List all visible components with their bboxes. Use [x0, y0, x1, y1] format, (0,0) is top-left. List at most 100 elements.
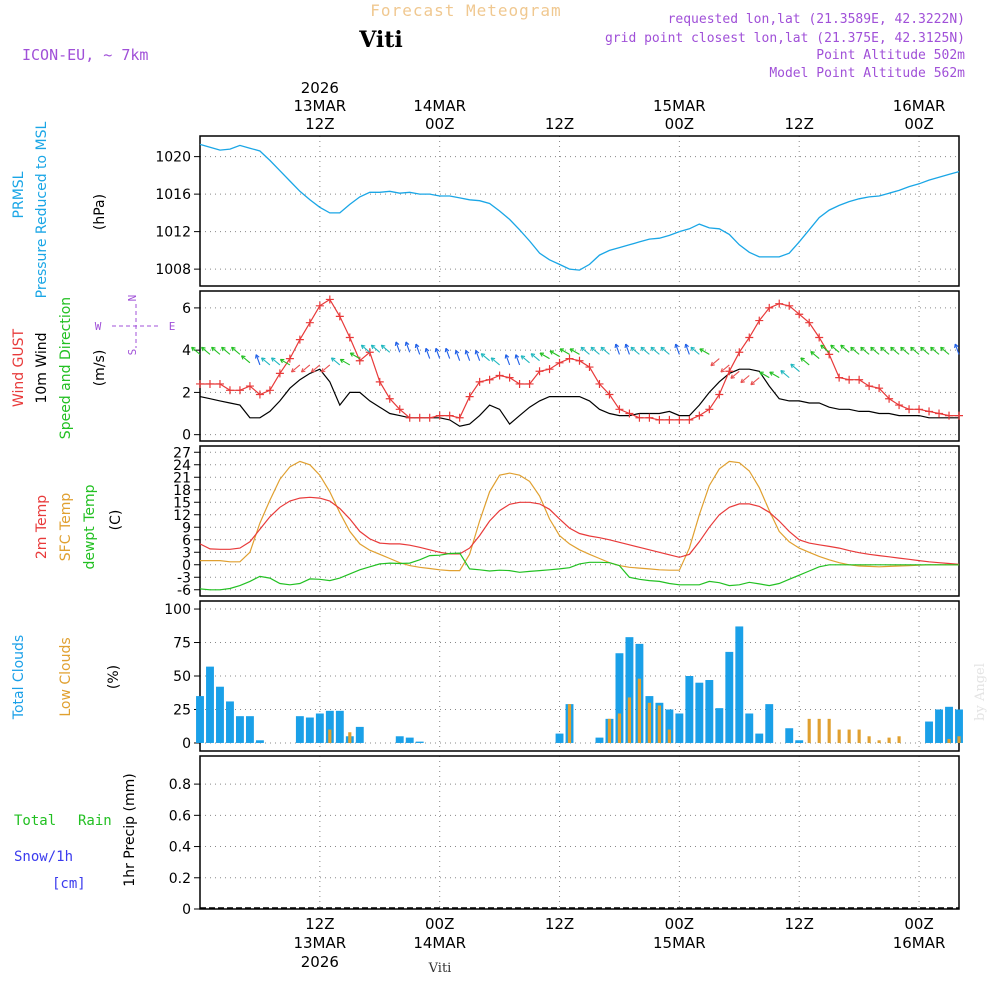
arrow-shaft: [255, 354, 261, 366]
arrow-shaft: [615, 343, 620, 355]
time-label-bottom: 14MAR: [413, 934, 466, 952]
time-label-top: 12Z: [785, 115, 814, 133]
arrow-head: [930, 346, 935, 352]
arrow-shaft: [261, 357, 271, 366]
compass-n: N: [126, 295, 139, 302]
wind-direction-arrow: [290, 364, 301, 373]
arrow-head: [191, 346, 196, 352]
low-cloud-bar: [947, 738, 951, 743]
gust-marker: [475, 377, 484, 386]
arrow-shaft: [954, 343, 960, 355]
total-cloud-bar: [715, 708, 724, 743]
wind-direction-arrow: [464, 349, 471, 361]
y-tick-label: 0: [182, 558, 191, 574]
total-cloud-bar: [315, 713, 324, 743]
gust-marker: [545, 365, 554, 374]
arrow-shaft: [900, 346, 910, 355]
arrow-head: [255, 354, 260, 359]
wind-direction-arrow: [830, 344, 840, 353]
gust-marker: [205, 379, 214, 388]
arrow-shaft: [191, 346, 201, 355]
credit-watermark: by Angel: [973, 663, 988, 721]
rain-label-rain: Rain: [78, 813, 112, 829]
low-cloud-bar: [627, 697, 632, 743]
arrow-head: [380, 344, 386, 350]
wind-direction-arrow: [690, 346, 700, 355]
arrow-head: [434, 347, 440, 353]
wind-direction-arrow: [279, 358, 291, 366]
wind-compass: N S W E: [95, 295, 176, 356]
total-cloud-bar: [595, 737, 604, 743]
arrow-head: [910, 346, 915, 352]
gust-marker: [935, 409, 944, 418]
arrow-head: [231, 346, 236, 352]
arrow-head: [349, 352, 355, 357]
arrow-head: [640, 346, 646, 352]
arrow-head: [710, 361, 715, 367]
arrow-shaft: [720, 364, 730, 373]
arrow-shaft: [425, 348, 431, 359]
arrow-shaft: [625, 343, 630, 355]
arrow-head: [480, 353, 486, 358]
arrow-head: [830, 344, 835, 350]
wind-direction-arrow: [330, 357, 341, 366]
gust-marker: [405, 413, 414, 422]
arrow-shaft: [311, 364, 321, 373]
arrow-head: [580, 346, 586, 352]
gust-marker: [465, 392, 474, 401]
wind-direction-arrow: [569, 348, 580, 355]
model-altitude: Model Point Altitude 562m: [769, 66, 965, 81]
arrow-head: [221, 346, 226, 352]
arrow-shaft: [321, 364, 331, 373]
total-cloud-bar: [335, 710, 344, 743]
arrow-head: [559, 348, 564, 353]
total-cloud-bar: [675, 713, 684, 743]
y-tick-label: 0: [182, 902, 191, 918]
wind-direction-arrow: [614, 343, 620, 355]
low-cloud-bar: [957, 736, 961, 743]
wind-direction-arrow: [444, 347, 451, 359]
arrow-shaft: [221, 346, 231, 355]
arrow-head: [394, 341, 400, 346]
low-cloud-bar: [817, 718, 821, 743]
low-cloud-bar: [667, 729, 671, 743]
gust-marker: [695, 411, 704, 420]
gust-marker: [625, 409, 634, 418]
time-label-bottom: 12Z: [545, 915, 574, 933]
wind-direction-arrow: [191, 346, 201, 355]
arrow-shaft: [590, 346, 600, 355]
time-label-top: 12Z: [305, 115, 334, 133]
gust-marker: [785, 301, 794, 310]
arrow-shaft: [870, 346, 880, 355]
y-tick-label: -3: [177, 570, 191, 586]
total-cloud-bar: [236, 716, 244, 743]
wind-direction-arrow: [630, 346, 640, 355]
gust-marker: [635, 413, 644, 422]
low-cloud-bar: [328, 729, 332, 743]
wind-direction-arrow: [549, 350, 560, 357]
wind-direction-arrow: [580, 346, 590, 355]
wind-direction-arrow: [870, 346, 880, 355]
wind-direction-arrow: [750, 377, 760, 386]
wind-direction-arrow: [221, 346, 231, 355]
arrow-head: [539, 352, 545, 357]
total-cloud-bar: [305, 717, 314, 743]
total-cloud-bar: [615, 653, 624, 743]
gust-marker: [335, 312, 344, 321]
gust-marker: [885, 394, 894, 403]
wind-direction-arrow: [720, 364, 730, 373]
y-tick-label: 0.6: [169, 808, 191, 824]
arrow-shaft: [231, 346, 241, 355]
total-cloud-bar: [325, 710, 334, 743]
arrow-shaft: [650, 346, 660, 355]
arrow-shaft: [549, 350, 560, 357]
arrow-head: [750, 380, 755, 386]
arrow-shaft: [800, 357, 810, 366]
panel-frame: [199, 600, 960, 752]
arrow-shaft: [910, 346, 920, 355]
panel-frame: [199, 445, 960, 597]
arrow-head: [300, 368, 306, 373]
time-label-bottom: 00Z: [665, 915, 694, 933]
arrow-shaft: [340, 358, 351, 366]
